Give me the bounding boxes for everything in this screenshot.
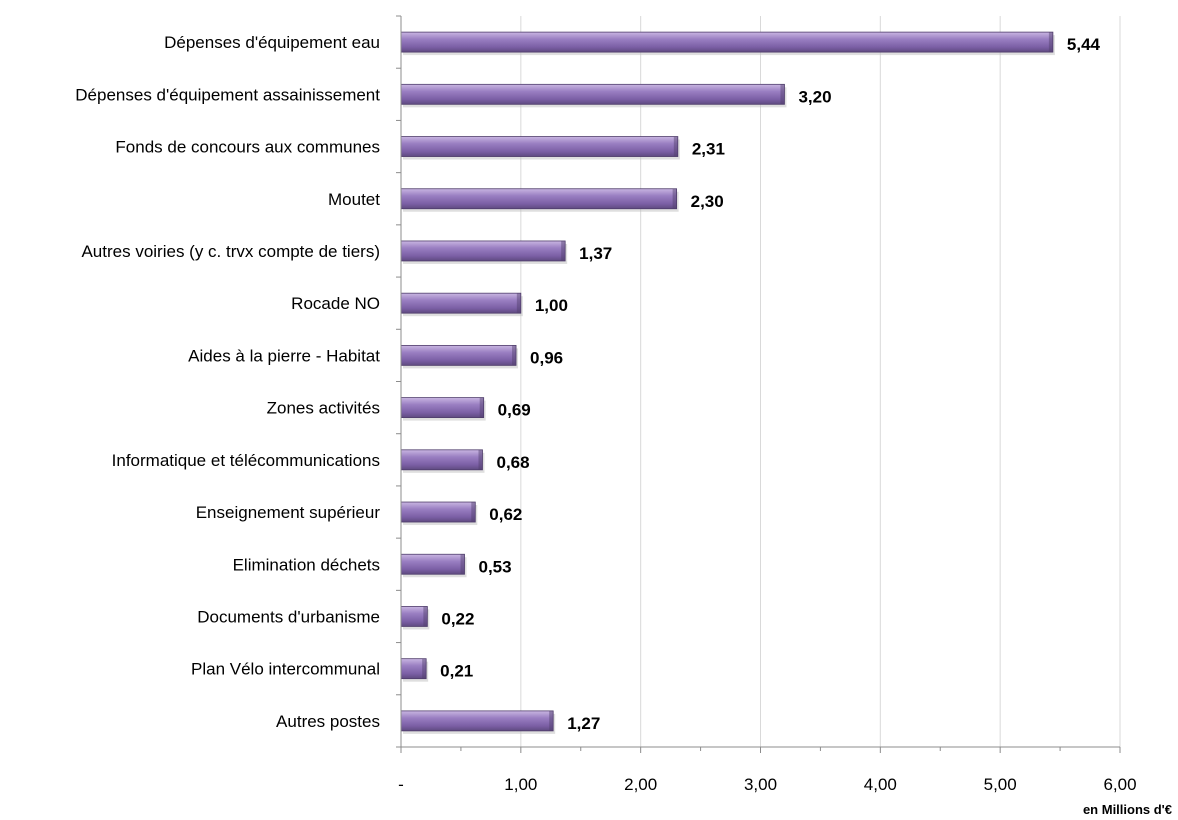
x-tick-label: 5,00 [984, 775, 1017, 794]
bar [400, 136, 679, 157]
bar-end-cap [460, 554, 465, 575]
x-tick-label: 2,00 [624, 775, 657, 794]
axes [396, 15, 1121, 753]
bar-end-cap [1048, 32, 1053, 53]
value-label: 0,68 [496, 453, 529, 472]
bar [400, 710, 554, 732]
value-label: 1,27 [567, 714, 600, 733]
bar [400, 292, 522, 314]
value-label: 1,37 [579, 244, 612, 263]
bar-end-cap [549, 710, 554, 731]
category-label: Informatique et télécommunications [112, 451, 380, 470]
value-label: 0,21 [440, 662, 473, 681]
bar-end-cap [422, 658, 427, 679]
bars [400, 31, 1055, 734]
bar-end-cap [516, 293, 521, 314]
bar-end-cap [512, 345, 517, 366]
bar-end-cap [673, 136, 678, 157]
category-label: Autres voiries (y c. trvx compte de tier… [81, 242, 380, 261]
value-label: 1,00 [535, 296, 568, 315]
category-label: Documents d'urbanisme [197, 607, 380, 626]
bar-end-cap [478, 449, 483, 470]
value-label: 2,31 [692, 140, 725, 159]
bar-end-cap [672, 188, 677, 209]
value-label: 0,96 [530, 348, 563, 367]
bar [400, 553, 465, 575]
category-label: Fonds de concours aux communes [115, 138, 380, 157]
value-label: 2,30 [691, 192, 724, 211]
x-tick-label: - [398, 775, 404, 794]
category-label: Dépenses d'équipement eau [164, 33, 380, 52]
bar-end-cap [780, 84, 785, 105]
labels: - 1,00 2,00 3,00 4,00 5,00 6,00 Dépenses d'équi… [75, 33, 1136, 794]
value-label: 0,53 [479, 557, 512, 576]
category-label: Elimination déchets [233, 555, 380, 574]
category-label: Plan Vélo intercommunal [191, 660, 380, 679]
bar-end-cap [479, 397, 484, 418]
value-label: 0,69 [498, 401, 531, 420]
bar [400, 449, 483, 471]
x-tick-label: 3,00 [744, 775, 777, 794]
x-tick-label: 6,00 [1103, 775, 1136, 794]
bar-end-cap [471, 502, 476, 523]
bar [400, 83, 785, 105]
category-label: Dépenses d'équipement assainissement [75, 85, 380, 104]
bar [400, 188, 678, 210]
bar [400, 344, 517, 366]
bar [400, 31, 1054, 53]
value-label: 0,22 [441, 609, 474, 628]
bar [400, 240, 566, 262]
bar [400, 501, 476, 523]
x-axis-unit-label: en Millions d'€ [1083, 802, 1172, 817]
gridlines [520, 16, 1121, 747]
x-tick-label: 4,00 [864, 775, 897, 794]
value-label: 5,44 [1067, 35, 1101, 54]
bar-end-cap [423, 606, 428, 627]
category-label: Rocade NO [291, 294, 380, 313]
value-label: 0,62 [489, 505, 522, 524]
x-tick-label: 1,00 [504, 775, 537, 794]
category-label: Moutet [328, 190, 380, 209]
category-label: Autres postes [276, 712, 380, 731]
category-label: Enseignement supérieur [196, 503, 381, 522]
value-label: 3,20 [798, 87, 831, 106]
bar-end-cap [561, 240, 566, 261]
category-label: Zones activités [267, 399, 380, 418]
bar [400, 397, 485, 419]
category-label: Aides à la pierre - Habitat [188, 346, 380, 365]
